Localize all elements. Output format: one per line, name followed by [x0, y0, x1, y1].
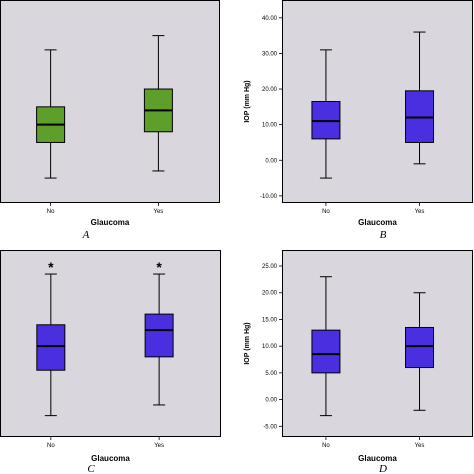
significance-mark: *: [48, 259, 54, 275]
y-tick-label: -10.00: [260, 194, 278, 200]
plot-area: [0, 0, 220, 203]
significance-mark: *: [156, 259, 162, 275]
y-tick-label: 15.00: [262, 317, 278, 323]
box-yes: Yes: [143, 35, 173, 215]
y-tick-label: 10.00: [262, 123, 278, 129]
x-tick-label: Yes: [154, 209, 164, 215]
y-tick-label: 10.00: [262, 344, 278, 350]
y-tick-label: 30.00: [262, 51, 278, 57]
box-no: No: [311, 49, 341, 215]
plot-area: [0, 250, 221, 437]
iqr-box: [144, 313, 174, 358]
x-axis-label: Glaucoma: [91, 218, 130, 227]
x-tick-label: No: [47, 209, 55, 215]
plot-area: [282, 0, 473, 203]
iqr-box: [405, 326, 435, 369]
x-axis-label: Glaucoma: [358, 218, 397, 227]
plot-area: [282, 250, 473, 437]
y-tick-label: 20.00: [262, 87, 278, 93]
x-tick-label: Yes: [415, 209, 425, 215]
x-tick-label: Yes: [415, 443, 425, 449]
panel-d: -5.00 0.00 5.00 10.00 15.00 20.00 25.00 IOP (mm…: [244, 250, 473, 474]
iqr-box: [311, 329, 341, 374]
y-tick-label: 20.00: [262, 291, 278, 297]
box-no: No: [311, 276, 341, 449]
panel-letter: C: [87, 463, 95, 474]
x-axis-label: Glaucoma: [91, 454, 130, 463]
iqr-box: [36, 324, 66, 371]
y-tick-label: 25.00: [262, 264, 278, 270]
x-tick-label: Yes: [154, 443, 164, 449]
x-tick-label: No: [47, 443, 55, 449]
panel-b: -10.00 0.00 10.00 20.00 30.00 40.00 IOP (mm Hg…: [244, 0, 473, 241]
x-axis-label: Glaucoma: [358, 454, 397, 463]
box-no: No: [36, 49, 66, 215]
panel-letter: B: [380, 229, 387, 241]
y-tick-label: 40.00: [262, 16, 278, 22]
box-yes: Yes: [405, 292, 435, 449]
box-yes: Yes: [405, 31, 435, 215]
y-tick-label: 0.00: [265, 158, 277, 164]
box-no: No *: [36, 259, 66, 449]
panel-letter: D: [378, 463, 387, 474]
y-axis-label: IOP (mm Hg): [244, 80, 251, 122]
y-tick-label: -5.00: [263, 424, 277, 430]
y-tick-label: 5.00: [265, 371, 277, 377]
y-axis-label: IOP (mm Hg): [244, 322, 251, 364]
panel-letter: A: [82, 229, 90, 241]
box-yes: Yes *: [144, 259, 174, 449]
y-tick-label: 0.00: [265, 398, 277, 404]
x-tick-label: No: [322, 209, 330, 215]
x-tick-label: No: [322, 443, 330, 449]
